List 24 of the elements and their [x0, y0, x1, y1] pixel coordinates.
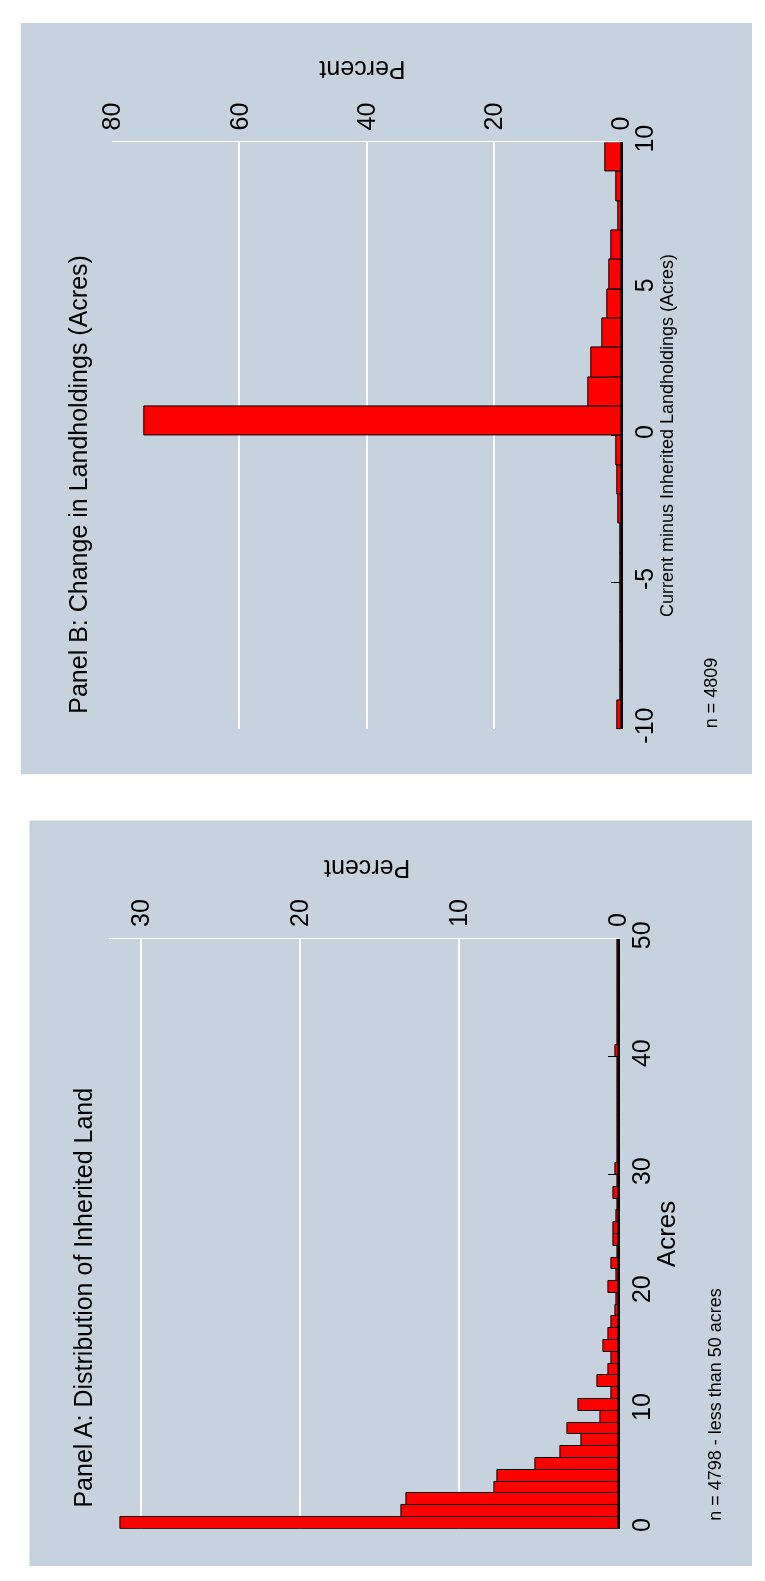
x-axis-title: Percent — [324, 854, 411, 883]
y-tick-label: -5 — [629, 567, 658, 590]
y-axis-title: Acres — [651, 1200, 682, 1268]
text: Panel A: Distribution of Inherited Land — [69, 1087, 98, 1508]
x-tick-label: 30 — [126, 899, 155, 927]
y-tick-label: 0 — [629, 425, 658, 440]
x-tick-label: 10 — [444, 899, 473, 927]
text: n = 4798 - less than 50 acres — [704, 1288, 725, 1521]
x-tick-label: 40 — [351, 102, 380, 131]
x-axis-title: Percent — [319, 55, 406, 84]
y-tick-label: 0 — [626, 1518, 655, 1532]
text: n = 4809 — [700, 657, 721, 729]
y-axis-title: Current minus Inherited Landholdings (Acres) — [657, 253, 678, 618]
y-tick-label: 40 — [626, 1039, 655, 1068]
y-tick-label: 5 — [629, 278, 658, 293]
y-tick-label: 20 — [626, 1275, 655, 1304]
x-tick-label: 80 — [97, 102, 126, 131]
y-tick-label: 10 — [626, 1393, 655, 1421]
x-tick-label: 20 — [478, 102, 507, 131]
y-tick-label: -10 — [629, 707, 658, 744]
y-tick-label: 30 — [626, 1157, 655, 1186]
x-tick-label: 20 — [285, 899, 314, 927]
x-tick-label: 60 — [224, 102, 253, 131]
text: Panel B: Change in Landholdings (Acres) — [63, 255, 92, 714]
